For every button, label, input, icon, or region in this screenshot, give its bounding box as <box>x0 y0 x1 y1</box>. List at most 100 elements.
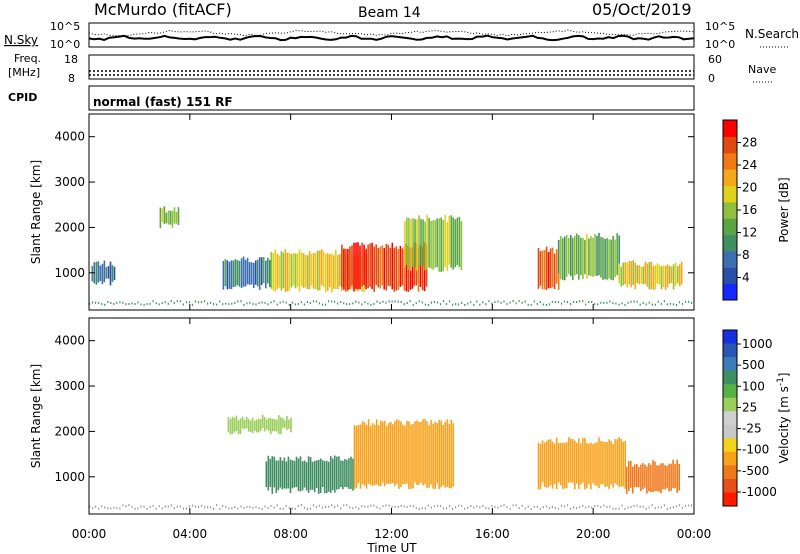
power-ground-cell <box>485 303 487 306</box>
power-ground-cell <box>288 303 290 306</box>
time-tick-label: 20:00 <box>576 527 611 541</box>
power-data-cell <box>616 233 618 275</box>
velocity-ground-cell <box>476 505 478 508</box>
power-ground-cell <box>104 303 106 306</box>
power-ground-cell <box>403 303 405 306</box>
power-data-cell <box>574 235 576 276</box>
power-data-cell <box>355 242 357 289</box>
power-ground-cell <box>176 300 178 303</box>
velocity-ground-cell <box>412 505 414 508</box>
power-data-cell <box>646 263 649 287</box>
velocity-data-cell <box>670 463 672 491</box>
power-ground-cell <box>152 300 154 303</box>
velocity-data-cell <box>255 419 258 433</box>
power-data-cell <box>248 262 251 285</box>
velocity-data-cell <box>588 443 590 484</box>
velocity-colorbar-swatch <box>723 357 737 372</box>
velocity-ground-cell <box>609 505 611 508</box>
velocity-ground-cell <box>324 506 327 508</box>
velocity-ground-cell <box>116 507 118 510</box>
power-data-layer <box>89 206 693 306</box>
velocity-ground-cell <box>358 507 360 510</box>
velocity-ground-cell <box>600 506 602 508</box>
power-data-cell <box>365 248 367 290</box>
velocity-data-cell <box>301 461 304 491</box>
velocity-ground-cell <box>400 505 402 507</box>
power-ground-cell <box>445 303 448 306</box>
velocity-ground-cell <box>228 507 230 510</box>
velocity-data-cell <box>353 425 356 489</box>
power-data-cell <box>269 260 271 287</box>
power-ground-cell <box>219 300 221 303</box>
velocity-data-cell <box>287 456 290 489</box>
velocity-data-cell <box>434 421 436 490</box>
noise-sky-trace <box>88 34 695 42</box>
power-data-cell <box>373 246 375 292</box>
velocity-ground-cell <box>627 506 629 509</box>
power-data-cell <box>434 220 436 268</box>
velocity-ground-cell <box>388 504 390 507</box>
power-ground-cell <box>191 303 194 306</box>
velocity-ground-cell <box>255 506 257 509</box>
power-data-cell <box>383 247 385 290</box>
power-ground-cell <box>551 300 553 303</box>
velocity-ground-cell <box>421 507 423 510</box>
power-ground-cell <box>113 303 115 305</box>
velocity-y-tick-label: 2000 <box>54 424 85 438</box>
power-data-cell <box>254 260 257 285</box>
velocity-ground-cell <box>624 507 626 510</box>
power-ground-cell <box>279 301 281 304</box>
velocity-ground-cell <box>110 507 112 510</box>
velocity-data-cell <box>231 416 234 434</box>
velocity-ground-cell <box>691 504 693 507</box>
power-ground-cell <box>98 302 100 304</box>
power-ground-cell <box>491 302 493 305</box>
power-data-cell <box>238 261 241 287</box>
power-ground-cell <box>110 302 112 304</box>
velocity-data-cell <box>537 442 540 490</box>
power-data-cell <box>298 249 301 292</box>
velocity-ground-cell <box>424 507 426 510</box>
power-data-cell <box>551 247 554 288</box>
power-ground-cell <box>318 302 321 305</box>
velocity-ground-cell <box>231 507 233 510</box>
velocity-data-cell <box>348 458 350 489</box>
power-ground-cell <box>128 303 130 305</box>
power-data-cell <box>252 262 255 288</box>
noise-left-label: N.Sky <box>4 33 38 47</box>
velocity-data-cell <box>408 421 410 490</box>
power-ground-cell <box>688 300 690 303</box>
power-ground-cell <box>557 301 560 304</box>
velocity-data-cell <box>365 424 368 489</box>
velocity-ground-cell <box>92 507 94 510</box>
power-ground-cell <box>170 300 172 302</box>
freq-right-tick-bottom: 0 <box>708 72 715 85</box>
power-ground-cell <box>146 303 148 306</box>
time-tick-label: 08:00 <box>273 527 308 541</box>
power-ground-cell <box>255 303 257 306</box>
velocity-ground-cell <box>470 505 472 507</box>
velocity-data-cell <box>640 464 642 491</box>
power-data-cell <box>349 246 351 290</box>
power-ground-cell <box>645 303 647 306</box>
power-colorbar-swatch <box>723 283 737 301</box>
power-data-cell <box>602 237 604 280</box>
power-data-cell <box>345 248 347 292</box>
velocity-data-cell <box>369 426 372 485</box>
velocity-ground-cell <box>191 504 194 507</box>
power-data-cell <box>454 219 457 268</box>
velocity-ground-cell <box>467 506 469 509</box>
velocity-ground-cell <box>346 504 348 507</box>
velocity-ground-cell <box>464 507 466 510</box>
power-ground-cell <box>382 300 384 303</box>
velocity-ground-cell <box>119 507 121 510</box>
velocity-data-cell <box>282 418 284 429</box>
cpid-value: normal (fast) 151 RF <box>93 95 233 109</box>
power-ground-cell <box>654 303 656 306</box>
velocity-data-cell <box>328 461 330 492</box>
cpid-label: CPID <box>8 91 37 104</box>
velocity-ground-cell <box>306 507 308 510</box>
power-data-cell <box>664 265 667 290</box>
power-data-cell <box>543 250 546 290</box>
power-ground-cell <box>282 300 284 303</box>
